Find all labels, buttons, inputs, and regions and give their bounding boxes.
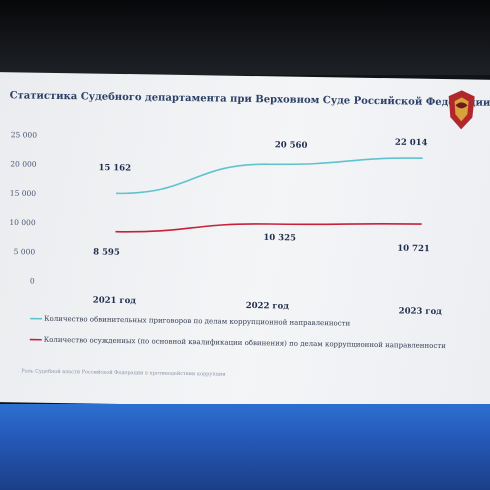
- taskbar: [0, 404, 490, 490]
- monitor-bezel: [0, 0, 490, 75]
- presentation-slide: Статистика Судебного департамента при Ве…: [0, 72, 490, 410]
- y-tick-label: 0: [30, 277, 35, 286]
- data-label: 20 560: [275, 140, 308, 151]
- y-tick-label: 10 000: [9, 218, 36, 227]
- series-line-2: [115, 222, 422, 233]
- y-tick-label: 15 000: [10, 189, 37, 198]
- legend-label: Количество обвинительных приговоров по д…: [44, 315, 351, 328]
- y-tick-label: 20 000: [10, 159, 37, 168]
- data-label: 10 721: [397, 244, 430, 255]
- legend-label: Количество осужденных (по основной квали…: [44, 336, 446, 350]
- x-tick-label: 2021 год: [93, 296, 137, 307]
- line-chart: 25 000 20 000 15 000 10 000 5 000 0 2021 год 2…: [9, 130, 446, 350]
- data-label: 8 595: [93, 247, 120, 257]
- y-tick-label: 25 000: [11, 130, 38, 139]
- x-tick-label: 2023 год: [399, 306, 443, 317]
- y-tick-label: 5 000: [14, 247, 36, 256]
- data-label: 15 162: [98, 163, 131, 174]
- x-tick-label: 2022 год: [246, 301, 290, 312]
- data-label: 10 325: [263, 233, 296, 244]
- series-line-1: [116, 157, 423, 195]
- data-label: 22 014: [395, 138, 428, 149]
- court-emblem-icon: [448, 90, 475, 130]
